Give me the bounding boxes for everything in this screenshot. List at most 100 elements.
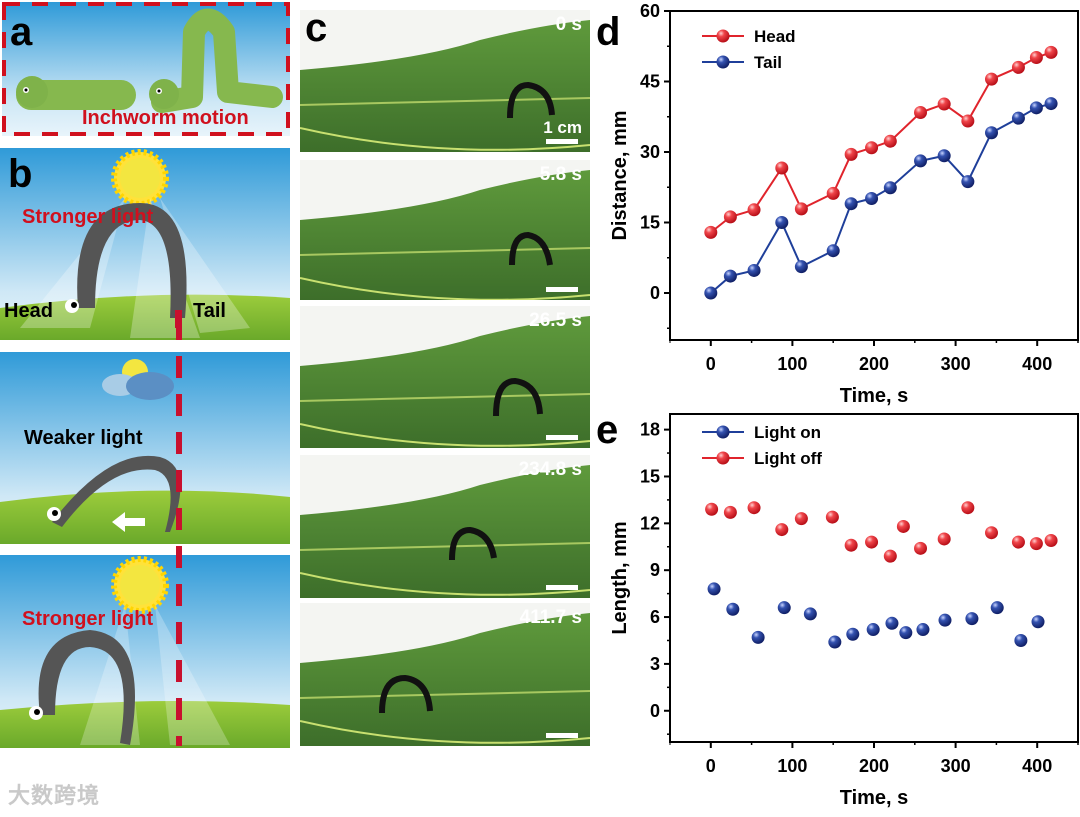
panel-label-c: c bbox=[305, 6, 328, 50]
data-point-tail bbox=[704, 286, 718, 300]
legend-label-light-off: Light off bbox=[754, 449, 822, 468]
panel-a-inchworm-illustration: Inchworm motion a bbox=[2, 2, 290, 136]
scale-bar bbox=[546, 287, 578, 292]
data-point-light-off bbox=[914, 541, 928, 555]
time-label: 411.7 s bbox=[519, 607, 582, 628]
actuator-strip-arched bbox=[38, 630, 136, 745]
x-tick-label: 200 bbox=[859, 756, 889, 776]
data-point-light-off bbox=[723, 505, 737, 519]
data-point-light-off bbox=[1011, 535, 1025, 549]
y-axis-label: Distance, mm bbox=[609, 110, 631, 240]
x-tick-label: 300 bbox=[941, 354, 971, 374]
data-point-light-off bbox=[794, 512, 808, 526]
y-tick-label: 30 bbox=[640, 142, 660, 162]
plot-frame bbox=[669, 10, 1079, 341]
data-point-light-on bbox=[846, 627, 860, 641]
time-label: 0 s bbox=[555, 14, 582, 35]
x-tick-label: 0 bbox=[706, 354, 716, 374]
data-point-tail bbox=[985, 126, 999, 140]
data-point-light-off bbox=[883, 549, 897, 563]
actuator-strip-arched bbox=[77, 203, 187, 318]
data-point-light-on bbox=[828, 635, 842, 649]
data-point-light-off bbox=[775, 523, 789, 537]
data-point-tail bbox=[914, 154, 928, 168]
x-axis-label: Time, s bbox=[840, 385, 909, 407]
legend-label-head: Head bbox=[754, 27, 796, 46]
data-point-light-on bbox=[990, 601, 1004, 615]
time-label: 26.5 s bbox=[529, 310, 582, 331]
arrow-left-icon bbox=[112, 512, 145, 532]
data-point-light-off bbox=[705, 502, 719, 516]
y-axis-label: Length, mm bbox=[609, 521, 631, 634]
data-point-tail bbox=[794, 260, 808, 274]
data-point-light-on bbox=[751, 630, 765, 644]
chart-d-distance: 0 100 200 300 400 0 15 30 45 60 Time, s Distance, m… bbox=[596, 0, 1080, 410]
panel-label-a: a bbox=[10, 10, 33, 54]
y-tick-label: 12 bbox=[640, 513, 660, 533]
data-point-light-off bbox=[1044, 534, 1058, 548]
head-label: Head bbox=[4, 300, 53, 322]
data-point-light-off bbox=[844, 538, 858, 552]
data-point-light-on bbox=[726, 602, 740, 616]
leaf-frame-0: 0 s 1 cm bbox=[300, 10, 590, 152]
y-tick-label: 0 bbox=[650, 701, 660, 721]
data-point-head bbox=[775, 161, 789, 175]
plot-frame bbox=[669, 413, 1079, 743]
data-point-head bbox=[794, 202, 808, 216]
data-point-light-off bbox=[937, 532, 951, 546]
caterpillar-straight-icon bbox=[16, 76, 136, 110]
data-point-head bbox=[865, 141, 879, 155]
y-tick-label: 6 bbox=[650, 607, 660, 627]
data-point-light-on bbox=[777, 601, 791, 615]
data-point-light-on bbox=[899, 626, 913, 640]
inchworm-motion-caption: Inchworm motion bbox=[82, 107, 249, 129]
data-point-tail bbox=[1044, 97, 1058, 111]
data-point-tail bbox=[826, 244, 840, 258]
x-tick-label: 100 bbox=[777, 354, 807, 374]
stronger-light-label: Stronger light bbox=[22, 608, 154, 630]
y-tick-label: 15 bbox=[640, 466, 660, 486]
time-label: 5.8 s bbox=[539, 164, 582, 185]
data-point-light-off bbox=[1029, 537, 1043, 551]
y-tick-label: 9 bbox=[650, 560, 660, 580]
x-tick-label: 400 bbox=[1022, 354, 1052, 374]
x-tick-label: 100 bbox=[777, 756, 807, 776]
data-point-tail bbox=[865, 192, 879, 206]
weaker-light-label: Weaker light bbox=[24, 427, 143, 449]
data-point-head bbox=[985, 72, 999, 86]
data-point-light-on bbox=[965, 612, 979, 626]
sun-icon bbox=[111, 149, 169, 207]
data-point-head bbox=[1044, 45, 1058, 59]
x-tick-label: 400 bbox=[1022, 756, 1052, 776]
legend-label-light-on: Light on bbox=[754, 423, 821, 442]
tail-label: Tail bbox=[193, 300, 226, 322]
time-label: 234.8 s bbox=[518, 459, 582, 480]
data-point-light-off bbox=[896, 519, 910, 533]
data-point-light-off bbox=[961, 501, 975, 515]
y-tick-label: 18 bbox=[640, 420, 660, 440]
data-point-tail bbox=[723, 269, 737, 283]
data-point-light-off bbox=[747, 501, 761, 515]
data-point-light-on bbox=[1031, 615, 1045, 629]
sun-icon bbox=[111, 556, 169, 614]
data-point-tail bbox=[1011, 111, 1025, 125]
legend-marker-light-off bbox=[716, 451, 730, 465]
leaf-frame-1: 5.8 s bbox=[300, 160, 590, 300]
panel-label-e: e bbox=[596, 408, 619, 452]
panel-label-b: b bbox=[8, 152, 33, 196]
x-tick-label: 0 bbox=[706, 756, 716, 776]
data-point-head bbox=[844, 147, 858, 161]
watermark: 大数跨境 bbox=[8, 783, 101, 808]
x-tick-label: 200 bbox=[859, 354, 889, 374]
data-point-head bbox=[937, 97, 951, 111]
data-point-light-off bbox=[985, 526, 999, 540]
data-point-head bbox=[747, 203, 761, 217]
data-point-head bbox=[1029, 51, 1043, 65]
data-point-head bbox=[914, 106, 928, 120]
data-point-head bbox=[1011, 60, 1025, 74]
data-point-head bbox=[826, 186, 840, 200]
data-point-tail bbox=[747, 263, 761, 277]
series-line-head bbox=[710, 51, 1052, 234]
scale-bar bbox=[546, 733, 578, 738]
y-tick-label: 45 bbox=[640, 72, 660, 92]
